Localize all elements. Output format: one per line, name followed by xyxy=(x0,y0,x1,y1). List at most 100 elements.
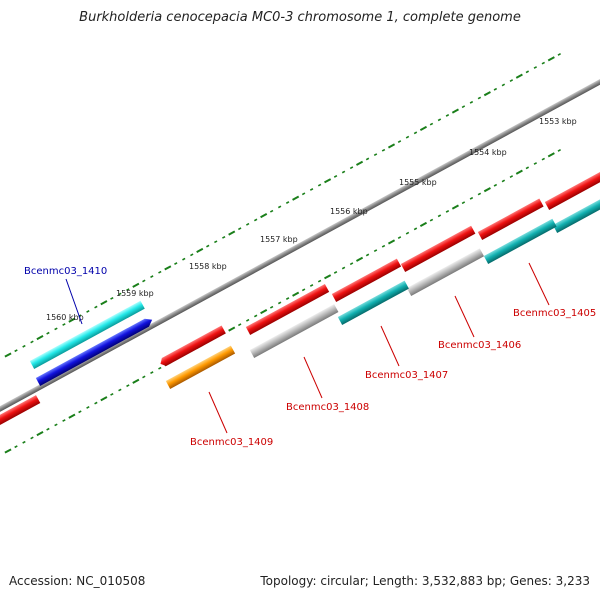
major-tick xyxy=(451,108,459,114)
minor-tick xyxy=(373,153,378,157)
minor-tick xyxy=(206,244,210,248)
minor-tick xyxy=(501,83,506,87)
major-tick xyxy=(547,152,555,158)
gene-arrow-1405[interactable] xyxy=(544,168,600,210)
gene-arrow-1409[interactable] xyxy=(165,345,236,389)
gene-arrow-teal[interactable] xyxy=(552,196,600,233)
gene-arrow-forward[interactable] xyxy=(0,395,41,426)
kbp-label: 1558 kbp xyxy=(189,262,227,271)
gene-label-1407[interactable]: Bcenmc03_1407 xyxy=(365,370,448,381)
minor-tick xyxy=(253,314,258,318)
minor-tick xyxy=(14,349,18,353)
minor-tick xyxy=(525,70,530,74)
major-tick xyxy=(260,213,268,219)
minor-tick xyxy=(253,218,258,222)
minor-tick xyxy=(317,183,322,187)
major-tick xyxy=(515,169,523,175)
gene-label-1410[interactable]: Bcenmc03_1410 xyxy=(24,266,107,277)
leader-line-1406 xyxy=(454,295,475,338)
kbp-label: 1556 kbp xyxy=(330,207,368,216)
major-tick xyxy=(4,448,12,454)
major-tick xyxy=(100,300,108,306)
major-tick xyxy=(4,352,12,358)
minor-tick xyxy=(22,344,26,348)
gene-arrow-forward[interactable] xyxy=(331,258,402,302)
minor-tick xyxy=(245,222,250,226)
minor-tick xyxy=(237,227,242,231)
minor-tick xyxy=(126,288,130,292)
minor-tick xyxy=(341,266,346,270)
minor-tick xyxy=(349,262,354,266)
minor-tick xyxy=(365,253,370,257)
label-leader-lines xyxy=(65,262,550,434)
minor-tick xyxy=(493,183,498,187)
gene-arrow-1410[interactable] xyxy=(29,300,145,369)
leader-line-1407 xyxy=(380,325,400,367)
gene-arrow-forward[interactable] xyxy=(400,225,476,272)
minor-tick xyxy=(309,188,314,191)
major-tick xyxy=(515,73,523,79)
minor-tick xyxy=(365,157,370,161)
major-tick xyxy=(419,125,428,132)
major-tick xyxy=(164,265,172,271)
minor-tick xyxy=(557,53,561,56)
gene-label-1405[interactable]: Bcenmc03_1405 xyxy=(513,308,596,319)
major-tick xyxy=(292,195,300,201)
kbp-scale-ticks xyxy=(4,53,561,358)
minor-tick xyxy=(277,205,282,209)
major-tick xyxy=(324,274,332,280)
minor-tick xyxy=(86,310,90,313)
minor-tick xyxy=(54,327,58,331)
minor-tick xyxy=(118,292,122,296)
leader-line-1410 xyxy=(65,278,83,325)
gene-arrow-forward[interactable] xyxy=(245,283,330,335)
major-tick xyxy=(387,143,396,149)
topology-text: Topology: circular; Length: 3,532,883 bp… xyxy=(260,574,590,588)
minor-tick xyxy=(437,118,442,122)
minor-tick xyxy=(54,423,58,427)
accession-text: Accession: NC_010508 xyxy=(9,574,146,588)
minor-tick xyxy=(445,113,450,117)
gene-arrow-1406[interactable] xyxy=(406,248,485,296)
minor-tick xyxy=(14,445,18,449)
minor-tick xyxy=(285,201,290,204)
minor-tick xyxy=(182,257,186,261)
major-tick xyxy=(260,309,268,315)
gene-arrow-forward[interactable] xyxy=(477,198,544,240)
kbp-label: 1553 kbp xyxy=(539,117,577,126)
minor-tick xyxy=(405,231,410,235)
kbp-label: 1557 kbp xyxy=(260,235,298,244)
minor-tick xyxy=(541,61,546,65)
minor-tick xyxy=(110,296,114,300)
minor-tick xyxy=(469,196,474,200)
gene-label-1409[interactable]: Bcenmc03_1409 xyxy=(190,437,273,448)
major-tick xyxy=(196,247,204,254)
major-tick xyxy=(36,431,44,437)
minor-tick xyxy=(190,253,194,257)
gene-arrow-1407[interactable] xyxy=(337,280,409,325)
gene-arrow-forward[interactable] xyxy=(158,325,226,367)
minor-tick xyxy=(94,401,98,405)
gene-label-1406[interactable]: Bcenmc03_1406 xyxy=(438,340,521,351)
minor-tick xyxy=(237,323,242,327)
minor-tick xyxy=(397,140,402,143)
minor-tick xyxy=(373,249,378,253)
gene-label-1408[interactable]: Bcenmc03_1408 xyxy=(286,402,369,413)
minor-tick xyxy=(477,96,482,100)
minor-tick xyxy=(381,244,386,248)
minor-tick xyxy=(413,131,418,135)
major-tick xyxy=(483,91,491,97)
kbp-label: 1554 kbp xyxy=(469,148,507,157)
gene-arrows xyxy=(0,168,600,426)
gene-arrow-blue[interactable] xyxy=(35,316,154,386)
gene-arrow-1408[interactable] xyxy=(249,304,339,358)
minor-tick xyxy=(533,162,538,165)
major-tick xyxy=(419,221,428,228)
gene-arrow-teal[interactable] xyxy=(483,218,557,264)
kbp-label: 1559 kbp xyxy=(116,289,154,298)
major-tick xyxy=(228,326,236,332)
gene-labels: Bcenmc03_1405 Bcenmc03_1406 Bcenmc03_140… xyxy=(24,266,596,448)
map-title: Burkholderia cenocepacia MC0-3 chromosom… xyxy=(79,10,521,25)
minor-tick xyxy=(477,192,482,196)
